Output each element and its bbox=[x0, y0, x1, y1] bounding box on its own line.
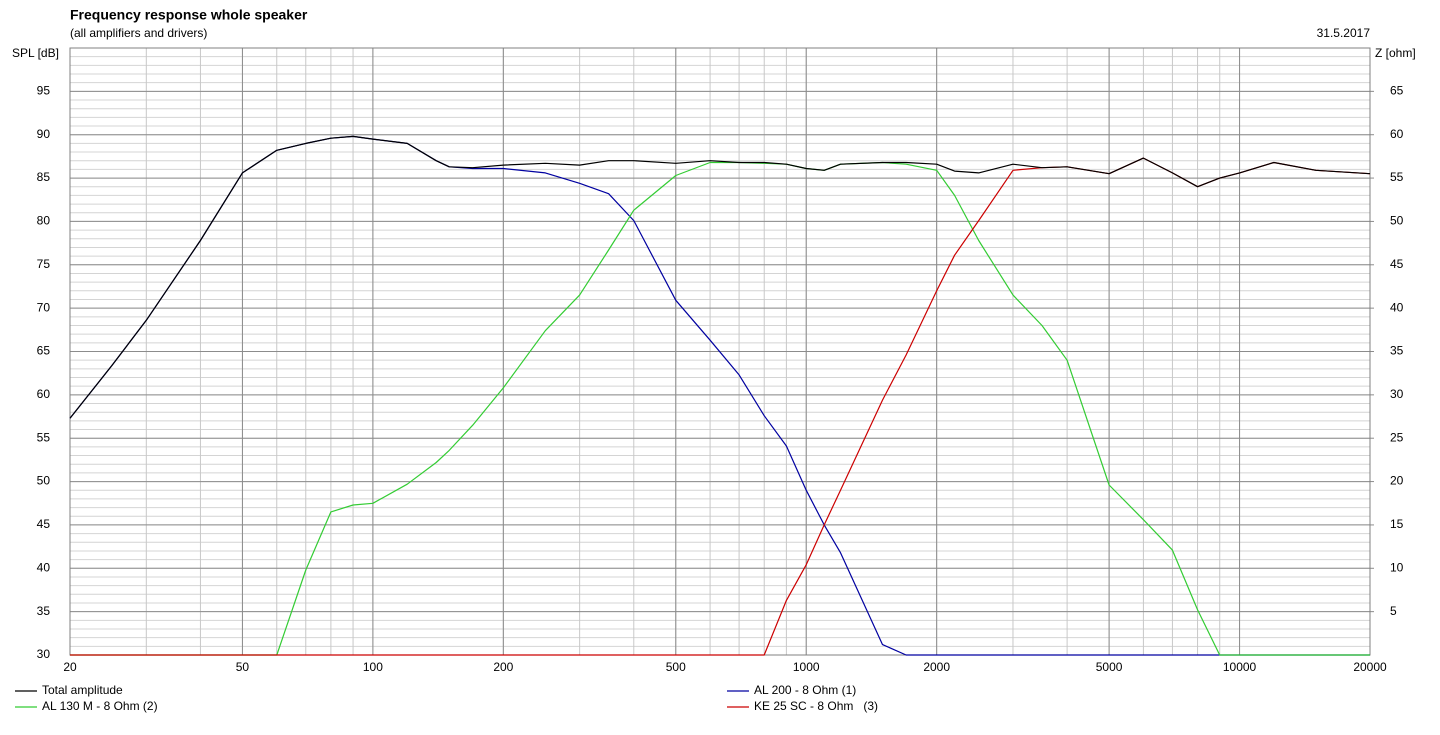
legend-label: AL 130 M - 8 Ohm (2) bbox=[42, 699, 158, 713]
x-tick-label: 5000 bbox=[1096, 660, 1123, 674]
y-tick-label: 65 bbox=[37, 344, 51, 358]
y2-tick-label: 10 bbox=[1390, 560, 1404, 574]
series-line bbox=[69, 135, 1371, 419]
x-tick-label: 50 bbox=[236, 660, 250, 674]
y2-tick-label: 45 bbox=[1390, 257, 1404, 271]
y2-tick-label: 50 bbox=[1390, 214, 1404, 228]
y-tick-label: 70 bbox=[37, 300, 51, 314]
x-tick-label: 20000 bbox=[1353, 660, 1387, 674]
chart-title: Frequency response whole speaker bbox=[70, 7, 308, 23]
legend-label: AL 200 - 8 Ohm (1) bbox=[754, 683, 856, 697]
y2-tick-label: 25 bbox=[1390, 430, 1404, 444]
y2-tick-label: 55 bbox=[1390, 170, 1404, 184]
y-tick-label: 45 bbox=[37, 517, 51, 531]
x-tick-label: 10000 bbox=[1223, 660, 1257, 674]
y-tick-label: 40 bbox=[37, 560, 51, 574]
y2-tick-label: 65 bbox=[1390, 84, 1404, 98]
y-tick-label: 55 bbox=[37, 430, 51, 444]
x-tick-label: 100 bbox=[363, 660, 383, 674]
x-tick-label: 20 bbox=[63, 660, 77, 674]
y-tick-label: 30 bbox=[37, 647, 51, 661]
x-tick-label: 200 bbox=[493, 660, 513, 674]
legend-label: Total amplitude bbox=[42, 683, 123, 697]
y2-tick-label: 60 bbox=[1390, 127, 1404, 141]
y-axis-label: SPL [dB] bbox=[12, 46, 59, 60]
y-tick-label: 80 bbox=[37, 214, 51, 228]
y-tick-label: 85 bbox=[37, 170, 51, 184]
y2-tick-label: 30 bbox=[1390, 387, 1404, 401]
y-tick-label: 35 bbox=[37, 604, 51, 618]
y2-axis-label: Z [ohm] bbox=[1375, 46, 1416, 60]
y-tick-label: 50 bbox=[37, 474, 51, 488]
y-tick-label: 60 bbox=[37, 387, 51, 401]
x-tick-label: 1000 bbox=[793, 660, 820, 674]
chart-subtitle: (all amplifiers and drivers) bbox=[70, 26, 207, 40]
y-tick-label: 95 bbox=[37, 84, 51, 98]
x-tick-label: 500 bbox=[666, 660, 686, 674]
legend-label: KE 25 SC - 8 Ohm (3) bbox=[754, 699, 878, 713]
y-tick-label: 90 bbox=[37, 127, 51, 141]
y2-tick-label: 35 bbox=[1390, 344, 1404, 358]
x-tick-label: 2000 bbox=[923, 660, 950, 674]
y2-tick-label: 20 bbox=[1390, 474, 1404, 488]
y2-tick-label: 5 bbox=[1390, 604, 1397, 618]
chart-date: 31.5.2017 bbox=[1317, 26, 1371, 40]
y2-tick-label: 15 bbox=[1390, 517, 1404, 531]
y2-tick-label: 40 bbox=[1390, 300, 1404, 314]
y-tick-label: 75 bbox=[37, 257, 51, 271]
